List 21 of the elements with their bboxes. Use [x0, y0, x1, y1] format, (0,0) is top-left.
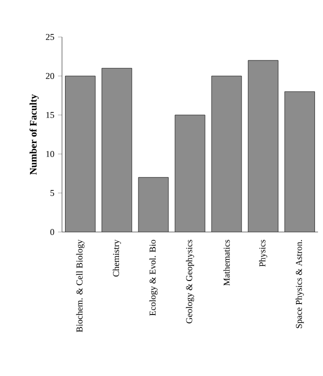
y-tick-label: 0 — [50, 228, 54, 236]
bar — [102, 68, 132, 232]
y-tick-label: 25 — [46, 34, 54, 40]
x-tick-label: Space Physics & Astron. — [296, 240, 304, 328]
x-tick-label: Biochem. & Cell Biology — [76, 240, 84, 332]
y-tick-label: 5 — [50, 190, 54, 196]
bar — [248, 60, 278, 232]
y-axis-title: Number of Faculty — [30, 94, 39, 175]
x-tick-label: Chemistry — [112, 240, 121, 277]
bar — [284, 91, 315, 232]
x-tick-label: Mathematics — [223, 240, 230, 286]
x-tick-label: Physics — [259, 240, 268, 267]
y-tick-label: 20 — [46, 72, 54, 80]
bar — [212, 76, 242, 232]
bar — [175, 115, 205, 232]
y-tick-label: 15 — [46, 112, 54, 118]
x-tick-label: Geology & Geophysics — [186, 240, 194, 324]
bar — [138, 177, 168, 232]
bar — [65, 76, 96, 232]
y-tick-label: 10 — [46, 150, 54, 158]
x-tick-label: Ecology & Evol. Bio — [149, 240, 158, 316]
